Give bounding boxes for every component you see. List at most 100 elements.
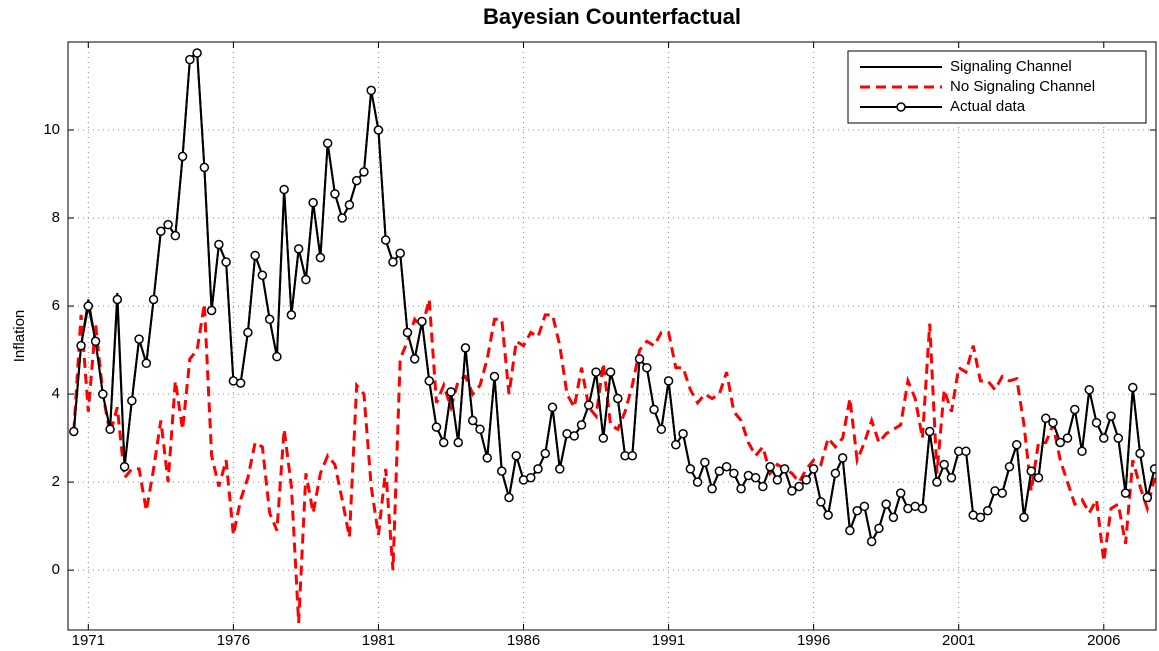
data-point xyxy=(388,257,398,267)
data-point xyxy=(453,437,463,448)
data-point xyxy=(337,213,347,223)
data-point xyxy=(156,226,166,237)
y-tick-label: 4 xyxy=(52,385,60,402)
data-point xyxy=(1004,461,1015,472)
data-point xyxy=(192,48,202,58)
data-point xyxy=(293,244,304,254)
series-line xyxy=(72,299,1156,624)
x-tick-label: 1976 xyxy=(217,632,250,649)
data-point xyxy=(373,125,384,135)
data-point xyxy=(671,439,681,450)
x-tick-label: 1996 xyxy=(797,632,830,649)
data-point xyxy=(997,488,1007,498)
data-point xyxy=(642,362,652,373)
data-point xyxy=(533,464,543,474)
data-point xyxy=(801,475,812,485)
data-point xyxy=(787,486,797,496)
x-tick-label: 2006 xyxy=(1087,632,1120,649)
data-point xyxy=(163,219,173,230)
data-point xyxy=(736,483,746,494)
data-point xyxy=(206,305,217,316)
data-point xyxy=(700,457,710,468)
data-point xyxy=(765,461,775,472)
y-tick-label: 0 xyxy=(52,561,60,578)
data-point xyxy=(685,464,696,474)
data-point xyxy=(1055,437,1066,448)
data-point xyxy=(170,230,181,241)
x-tick-label: 1981 xyxy=(362,632,395,649)
data-point xyxy=(932,477,942,487)
data-point xyxy=(185,54,195,65)
data-point xyxy=(431,422,442,432)
legend-label: No Signaling Channel xyxy=(950,78,1095,95)
data-point xyxy=(308,197,318,208)
data-point xyxy=(1048,417,1058,428)
data-point xyxy=(315,252,326,263)
data-point xyxy=(1077,446,1087,457)
data-point xyxy=(380,235,391,245)
data-point xyxy=(1026,466,1036,476)
data-point xyxy=(257,270,268,281)
plot-frame xyxy=(67,41,1157,631)
y-tick-label: 10 xyxy=(43,121,60,138)
data-point xyxy=(177,151,188,162)
data-point xyxy=(330,189,340,199)
data-point xyxy=(598,433,609,443)
data-point xyxy=(1142,492,1153,503)
data-point xyxy=(845,525,855,536)
data-point xyxy=(460,343,471,353)
series-line xyxy=(72,48,1156,545)
data-point xyxy=(823,510,833,520)
legend-label: Actual data xyxy=(950,98,1026,115)
data-point xyxy=(105,424,115,435)
data-point xyxy=(98,389,108,399)
data-point xyxy=(119,461,130,472)
data-point xyxy=(504,492,514,503)
data-point xyxy=(322,138,333,148)
data-point xyxy=(69,426,79,437)
data-point xyxy=(678,428,688,439)
data-point xyxy=(496,466,507,476)
y-tick-label: 6 xyxy=(52,297,60,314)
data-point xyxy=(816,497,826,507)
data-point xyxy=(482,453,492,463)
data-point xyxy=(1135,448,1145,459)
chart-title: Bayesian Counterfactual xyxy=(483,4,741,29)
data-point xyxy=(475,424,485,435)
data-point xyxy=(127,395,137,406)
series-line xyxy=(72,50,1156,545)
data-point xyxy=(395,248,405,259)
data-point xyxy=(714,466,725,476)
data-point xyxy=(1033,472,1044,483)
legend-marker xyxy=(896,102,906,112)
x-tick-label: 1991 xyxy=(652,632,685,649)
data-point xyxy=(540,448,551,459)
y-tick-label: 2 xyxy=(52,473,60,490)
data-point xyxy=(272,351,282,362)
data-point xyxy=(1149,464,1156,474)
data-point xyxy=(1099,433,1109,443)
data-point xyxy=(359,167,369,177)
data-point xyxy=(605,367,616,377)
data-point xyxy=(830,468,841,479)
data-point xyxy=(1106,411,1116,421)
data-point xyxy=(663,376,674,386)
data-point xyxy=(1091,417,1102,428)
data-point xyxy=(1040,413,1051,424)
data-point xyxy=(852,505,862,516)
data-point xyxy=(569,431,580,441)
data-point xyxy=(591,367,601,377)
data-point xyxy=(917,503,928,514)
data-point xyxy=(758,481,768,492)
data-point xyxy=(866,536,877,547)
data-point xyxy=(1070,404,1080,415)
data-point xyxy=(808,464,819,474)
data-point xyxy=(417,316,427,327)
data-point xyxy=(366,85,376,96)
data-point xyxy=(424,376,434,386)
data-point xyxy=(214,239,224,250)
data-point xyxy=(279,184,289,195)
data-point xyxy=(576,420,587,430)
data-point xyxy=(243,327,253,338)
